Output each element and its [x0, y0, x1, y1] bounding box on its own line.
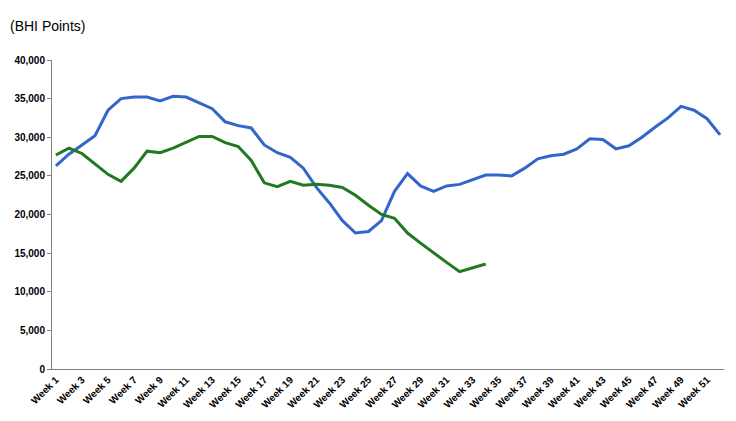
svg-text:Week 23: Week 23: [311, 374, 347, 410]
svg-text:Week 15: Week 15: [207, 374, 243, 410]
svg-text:Week 31: Week 31: [416, 374, 452, 410]
svg-text:Week 5: Week 5: [81, 374, 113, 406]
svg-text:35,000: 35,000: [14, 93, 45, 104]
svg-text:Week 7: Week 7: [107, 374, 139, 406]
svg-text:Week 51: Week 51: [676, 374, 712, 410]
svg-text:Week 45: Week 45: [598, 374, 634, 410]
svg-text:15,000: 15,000: [14, 248, 45, 259]
svg-text:Week 41: Week 41: [546, 374, 582, 410]
svg-text:Week 3: Week 3: [55, 374, 87, 406]
svg-text:Week 43: Week 43: [572, 374, 608, 410]
svg-text:Week 11: Week 11: [156, 374, 192, 410]
svg-text:Week 21: Week 21: [285, 374, 321, 410]
svg-text:Week 1: Week 1: [29, 374, 61, 406]
svg-text:Week 37: Week 37: [494, 374, 530, 410]
svg-text:25,000: 25,000: [14, 170, 45, 181]
svg-text:Week 29: Week 29: [390, 374, 426, 410]
svg-text:Week 13: Week 13: [181, 374, 217, 410]
svg-text:Week 35: Week 35: [468, 374, 504, 410]
svg-text:(BHI Points): (BHI Points): [10, 18, 85, 34]
svg-text:40,000: 40,000: [14, 55, 45, 66]
svg-text:Week 9: Week 9: [133, 374, 165, 406]
svg-text:Week 19: Week 19: [259, 374, 295, 410]
svg-text:Week 49: Week 49: [650, 374, 686, 410]
svg-text:Week 17: Week 17: [233, 374, 269, 410]
svg-text:Week 33: Week 33: [442, 374, 478, 410]
svg-text:10,000: 10,000: [14, 286, 45, 297]
svg-text:Week 27: Week 27: [364, 374, 400, 410]
svg-text:20,000: 20,000: [14, 209, 45, 220]
svg-text:Week 47: Week 47: [624, 374, 660, 410]
svg-text:0: 0: [39, 364, 45, 375]
svg-text:30,000: 30,000: [14, 132, 45, 143]
svg-text:Week 39: Week 39: [520, 374, 556, 410]
svg-text:Week 25: Week 25: [337, 374, 373, 410]
svg-text:5,000: 5,000: [20, 325, 45, 336]
